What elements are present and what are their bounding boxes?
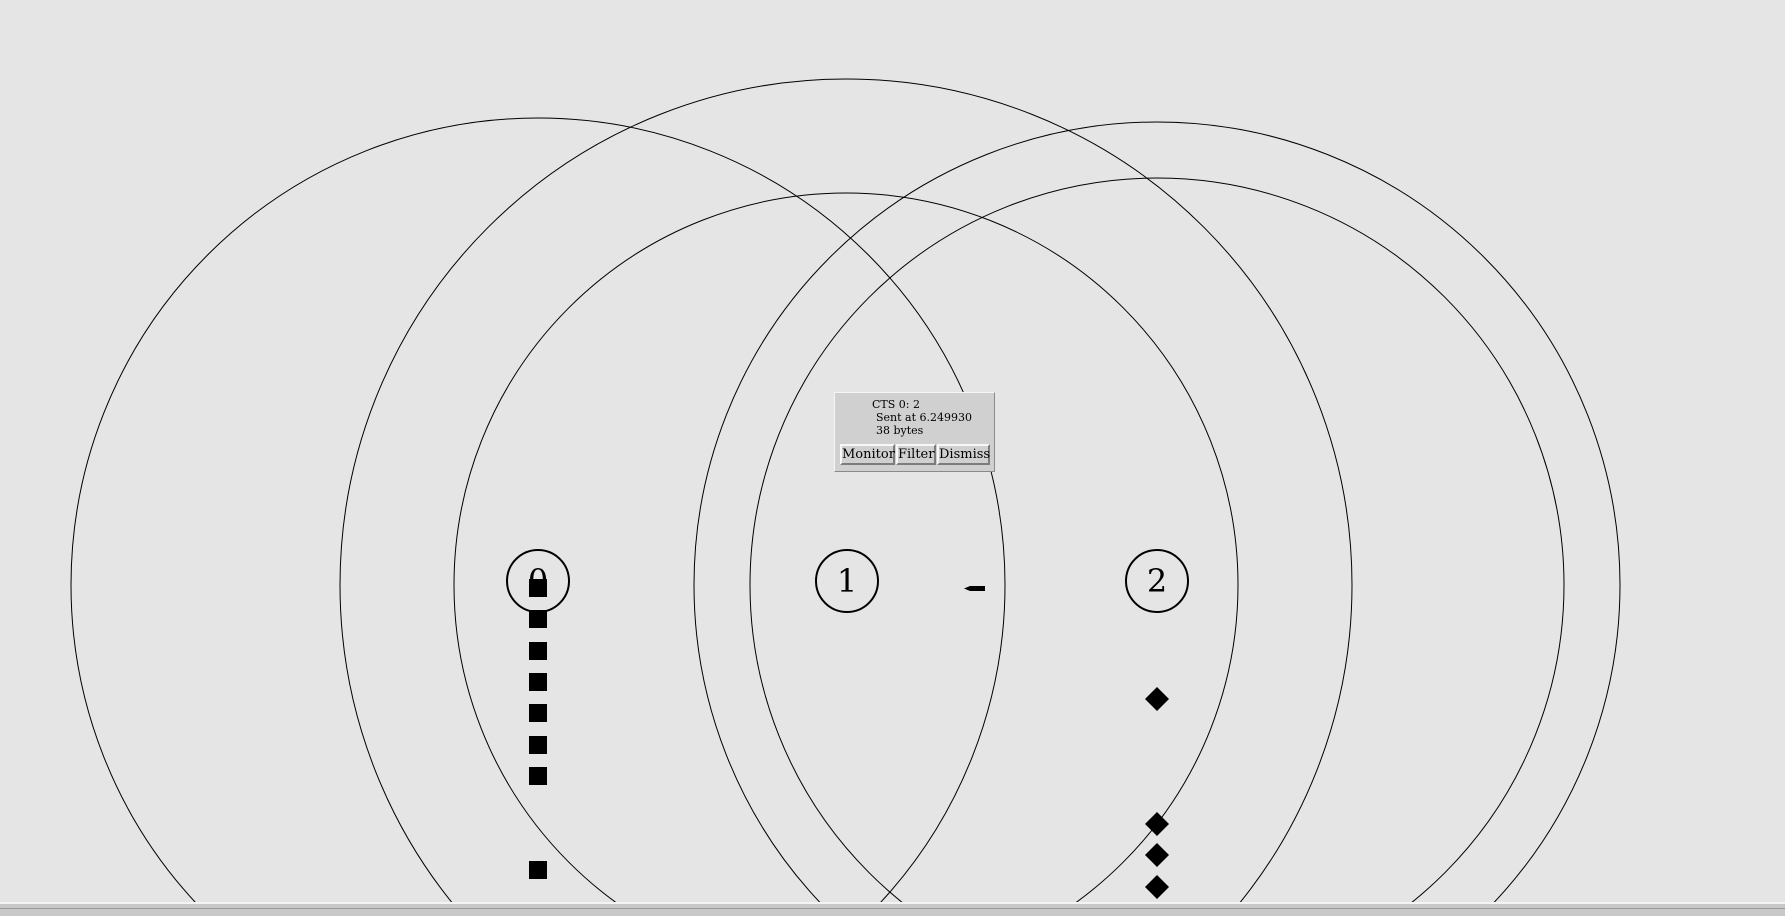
queued-packet-square[interactable] xyxy=(529,610,547,628)
packet-size: 38 bytes xyxy=(876,424,924,437)
dismiss-button[interactable]: Dismiss xyxy=(937,444,990,465)
node-circle[interactable] xyxy=(815,549,879,613)
queued-packet-square[interactable] xyxy=(529,673,547,691)
monitor-button[interactable]: Monitor xyxy=(840,444,895,465)
queued-packet-square[interactable] xyxy=(529,861,547,879)
packet-title: CTS 0: 2 xyxy=(872,398,920,411)
node-label: 1 xyxy=(837,562,857,600)
queued-packet-diamond[interactable] xyxy=(1145,812,1169,836)
node-0-packet-queue xyxy=(529,579,547,879)
node-circle[interactable] xyxy=(1125,549,1189,613)
queued-packet-square[interactable] xyxy=(529,736,547,754)
packet-info-popup: CTS 0: 2 Sent at 6.249930 38 bytes Monit… xyxy=(834,392,995,472)
packet-in-flight[interactable] xyxy=(964,586,985,591)
transmission-range-circle xyxy=(749,177,1565,902)
node-1[interactable]: 1 xyxy=(815,549,879,613)
transmission-range-circle xyxy=(453,192,1239,902)
queued-packet-diamond[interactable] xyxy=(1145,875,1169,899)
queued-packet-square[interactable] xyxy=(529,579,547,597)
queued-packet-diamond[interactable] xyxy=(1145,843,1169,867)
queued-packet-square[interactable] xyxy=(529,704,547,722)
queued-packet-square[interactable] xyxy=(529,642,547,660)
transmission-range-circle xyxy=(70,117,1006,902)
filter-button[interactable]: Filter xyxy=(896,444,936,465)
queued-packet-square[interactable] xyxy=(529,767,547,785)
node-label: 2 xyxy=(1147,562,1167,600)
transmission-range-circle xyxy=(693,121,1621,902)
transmission-range-circle xyxy=(339,78,1353,902)
node-2-packet-queue xyxy=(1145,687,1169,899)
queued-packet-diamond[interactable] xyxy=(1145,687,1169,711)
node-2[interactable]: 2 xyxy=(1125,549,1189,613)
scrollbar-groove xyxy=(0,908,1785,909)
horizontal-scrollbar[interactable] xyxy=(0,902,1785,916)
packet-sent-time: Sent at 6.249930 xyxy=(876,411,973,424)
